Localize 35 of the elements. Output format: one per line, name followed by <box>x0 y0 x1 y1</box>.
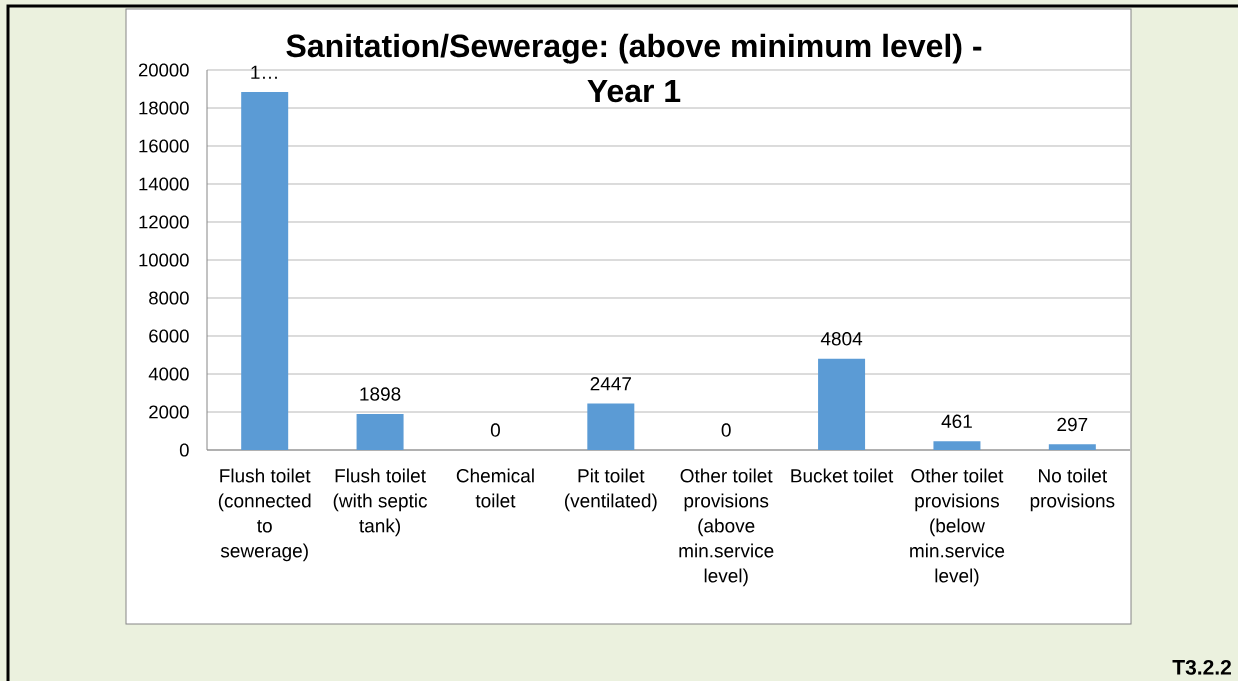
data-label: 0 <box>721 423 731 437</box>
data-label: 1898 <box>360 387 401 401</box>
bar <box>1048 444 1096 450</box>
y-tick-label: 4000 <box>148 367 189 381</box>
x-tick-label: Other toilet provisions (below min.service level) <box>910 468 1005 587</box>
bar <box>818 358 866 450</box>
bar <box>356 413 404 450</box>
y-tick-label: 16000 <box>139 139 189 153</box>
x-tick-label: Pit toilet (ventilated) <box>565 468 657 512</box>
x-tick-label: No toilet provisions <box>1030 468 1115 512</box>
data-label: 297 <box>1057 417 1088 432</box>
x-tick-label: Bucket toilet <box>791 468 894 483</box>
text: T3.2.2 <box>1172 659 1231 675</box>
data-label: 4804 <box>820 332 863 346</box>
y-tick-label: 10000 <box>139 253 189 267</box>
x-tick-label: Chemical toilet <box>456 468 534 508</box>
x-tick-label: Flush toilet (with septic tank) <box>333 468 428 537</box>
x-tick-label: Other toilet provisions (above min.service level) <box>679 468 774 587</box>
bar <box>241 92 289 450</box>
y-tick-label: 14000 <box>139 177 189 191</box>
x-tick-label: Flush toilet (connected to sewerage) <box>218 468 311 562</box>
y-tick-label: 2000 <box>149 405 189 419</box>
y-tick-label: 12000 <box>139 215 189 229</box>
bar <box>933 441 981 450</box>
data-label: 0 <box>490 423 500 437</box>
data-label: 461 <box>941 414 972 429</box>
data-label: 2447 <box>590 377 631 391</box>
y-tick-label: 8000 <box>149 291 189 305</box>
y-tick-label: 0 <box>179 443 189 457</box>
chart-title: Sanitation/Sewerage: (above minimum level) - Year 1 <box>286 33 982 103</box>
y-tick-label: 6000 <box>149 329 189 343</box>
y-tick-label: 20000 <box>138 63 189 77</box>
y-tick-label: 18000 <box>139 101 189 115</box>
bar <box>587 403 635 450</box>
data-label: 1… <box>251 65 277 79</box>
